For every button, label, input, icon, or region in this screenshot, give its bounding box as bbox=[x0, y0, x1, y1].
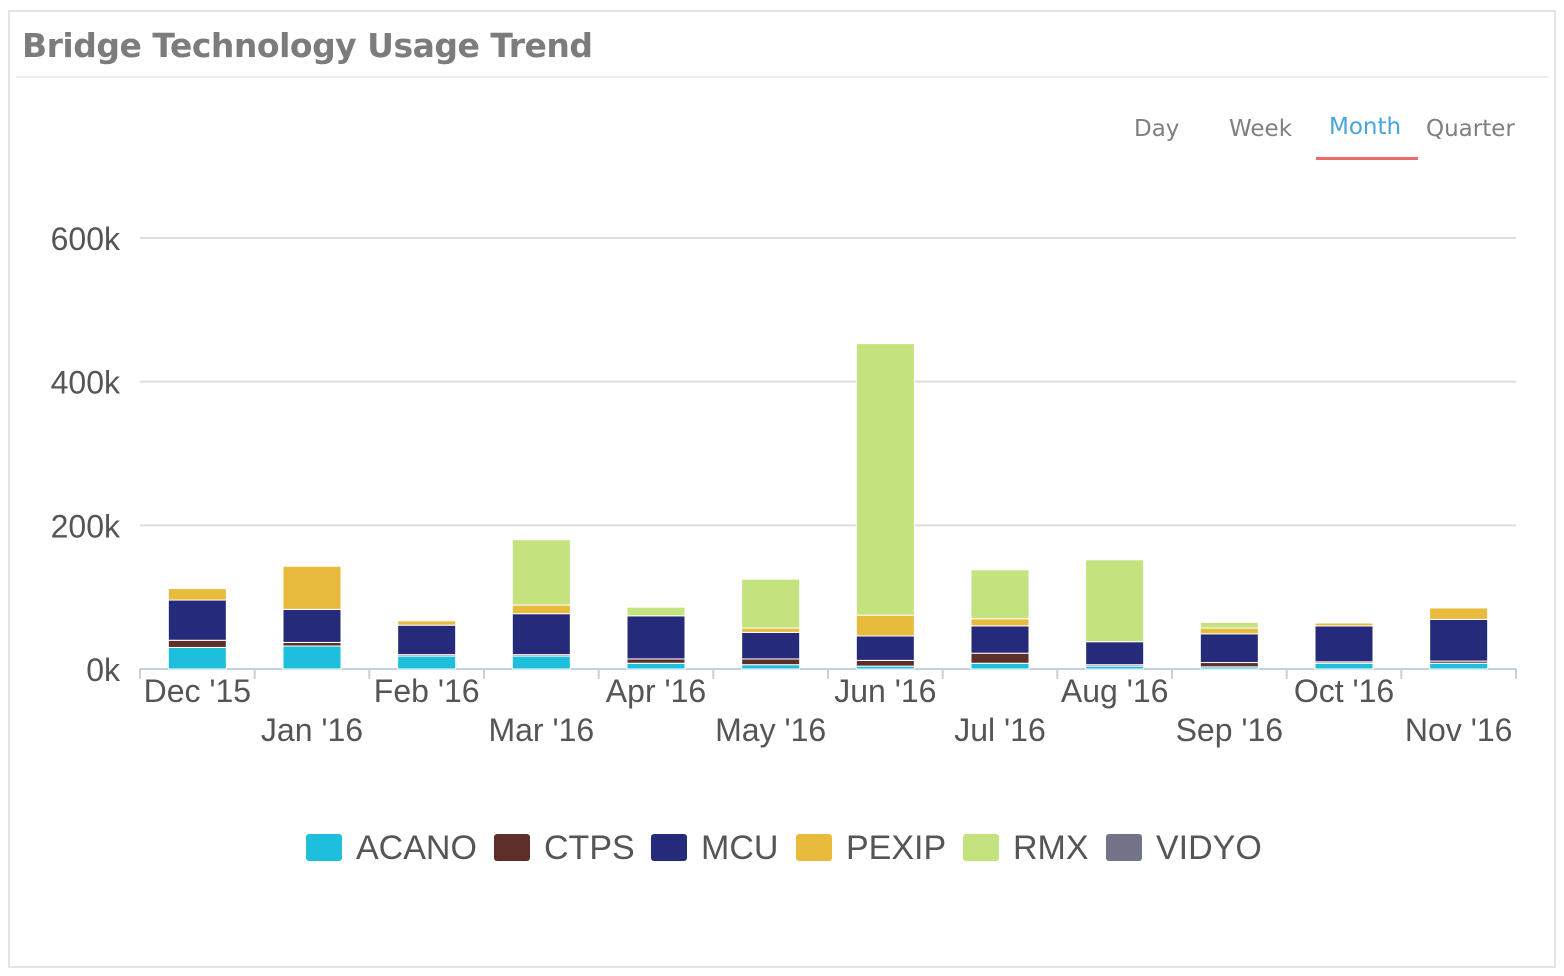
bar-rmx[interactable] bbox=[1085, 559, 1145, 643]
bar-acano[interactable] bbox=[511, 655, 571, 670]
x-tick-label: Jun '16 bbox=[834, 673, 936, 709]
bar-rmx[interactable] bbox=[855, 343, 915, 616]
chart-legend: ACANO CTPS MCU PEXIP RMX VIDYO bbox=[0, 826, 1564, 870]
bar-rmx[interactable] bbox=[741, 578, 801, 629]
x-tick-label: Apr '16 bbox=[606, 673, 706, 709]
x-tick-label: Feb '16 bbox=[374, 673, 480, 709]
x-tick-label: Aug '16 bbox=[1061, 673, 1169, 709]
bar-pexip[interactable] bbox=[970, 618, 1030, 627]
legend-label-pexip: PEXIP bbox=[846, 829, 947, 867]
bar-acano[interactable] bbox=[1314, 662, 1374, 670]
bar-ctps[interactable] bbox=[626, 658, 686, 664]
bar-pexip[interactable] bbox=[511, 604, 571, 615]
bar-pexip[interactable] bbox=[741, 627, 801, 633]
x-tick-label: Oct '16 bbox=[1294, 673, 1394, 709]
bar-mcu[interactable] bbox=[1199, 633, 1259, 664]
bar-ctps[interactable] bbox=[1199, 662, 1259, 668]
bar-pexip[interactable] bbox=[855, 614, 915, 637]
legend-swatch-acano bbox=[306, 834, 342, 861]
tab-week[interactable]: Week bbox=[1229, 116, 1293, 142]
bar-mcu[interactable] bbox=[626, 615, 686, 660]
bar-rmx[interactable] bbox=[1199, 621, 1259, 629]
legend-swatch-pexip bbox=[796, 834, 832, 861]
chart-panel: Bridge Technology Usage Trend bbox=[8, 10, 1556, 968]
x-tick-label: Nov '16 bbox=[1405, 712, 1513, 748]
bar-mcu[interactable] bbox=[167, 599, 227, 641]
legend-label-rmx: RMX bbox=[1013, 829, 1089, 867]
bar-ctps[interactable] bbox=[167, 639, 227, 648]
x-tick-label: Sep '16 bbox=[1176, 712, 1284, 748]
bar-rmx[interactable] bbox=[970, 569, 1030, 620]
bar-ctps[interactable] bbox=[741, 658, 801, 666]
legend-label-acano: ACANO bbox=[356, 829, 477, 867]
y-tick-label: 600k bbox=[51, 221, 121, 257]
bar-acano[interactable] bbox=[167, 646, 227, 670]
bar-pexip[interactable] bbox=[1314, 622, 1374, 627]
bar-mcu[interactable] bbox=[1314, 625, 1374, 663]
bar-acano[interactable] bbox=[970, 662, 1030, 670]
x-tick-label: Mar '16 bbox=[488, 712, 594, 748]
bar-pexip[interactable] bbox=[397, 620, 457, 626]
bar-pexip[interactable] bbox=[282, 565, 342, 610]
x-tick-label: Dec '15 bbox=[144, 673, 252, 709]
bar-mcu[interactable] bbox=[741, 631, 801, 660]
bar-mcu[interactable] bbox=[855, 635, 915, 661]
bar-mcu[interactable] bbox=[282, 608, 342, 643]
y-tick-label: 0k bbox=[86, 652, 121, 688]
bar-acano[interactable] bbox=[1429, 662, 1489, 670]
bar-ctps[interactable] bbox=[855, 659, 915, 667]
bar-ctps[interactable] bbox=[282, 641, 342, 647]
bar-rmx[interactable] bbox=[511, 539, 571, 606]
tab-active-underline bbox=[1316, 157, 1418, 160]
tab-month[interactable]: Month bbox=[1329, 114, 1402, 140]
y-tick-label: 400k bbox=[51, 365, 121, 401]
bar-mcu[interactable] bbox=[1085, 641, 1145, 666]
legend-swatch-ctps bbox=[494, 834, 530, 861]
bar-mcu[interactable] bbox=[1429, 618, 1489, 662]
legend-swatch-rmx bbox=[963, 834, 999, 861]
x-tick-label: May '16 bbox=[715, 712, 826, 748]
legend-swatch-vidyo bbox=[1106, 834, 1142, 861]
legend-swatch-mcu bbox=[651, 834, 687, 861]
title-divider bbox=[16, 76, 1548, 78]
bar-acano[interactable] bbox=[741, 664, 801, 670]
tab-quarter[interactable]: Quarter bbox=[1426, 116, 1515, 142]
bar-ctps[interactable] bbox=[970, 652, 1030, 664]
bar-acano[interactable] bbox=[397, 655, 457, 670]
x-tick-label: Jan '16 bbox=[261, 712, 363, 748]
bar-acano[interactable] bbox=[282, 645, 342, 670]
legend-label-ctps: CTPS bbox=[544, 829, 635, 867]
bar-pexip[interactable] bbox=[1199, 627, 1259, 635]
panel-title: Bridge Technology Usage Trend bbox=[22, 26, 593, 65]
bar-mcu[interactable] bbox=[397, 624, 457, 656]
x-tick-label: Jul '16 bbox=[954, 712, 1046, 748]
bar-mcu[interactable] bbox=[511, 613, 571, 656]
y-tick-label: 200k bbox=[51, 508, 121, 544]
legend-label-mcu: MCU bbox=[701, 829, 779, 867]
bar-mcu[interactable] bbox=[970, 625, 1030, 654]
bar-acano[interactable] bbox=[626, 662, 686, 670]
bar-pexip[interactable] bbox=[167, 588, 227, 601]
legend-label-vidyo: VIDYO bbox=[1156, 829, 1262, 867]
bar-pexip[interactable] bbox=[1429, 607, 1489, 620]
tab-day[interactable]: Day bbox=[1134, 116, 1180, 142]
time-range-tabs: Day Week Month Quarter bbox=[0, 100, 1564, 160]
bar-rmx[interactable] bbox=[626, 606, 686, 617]
